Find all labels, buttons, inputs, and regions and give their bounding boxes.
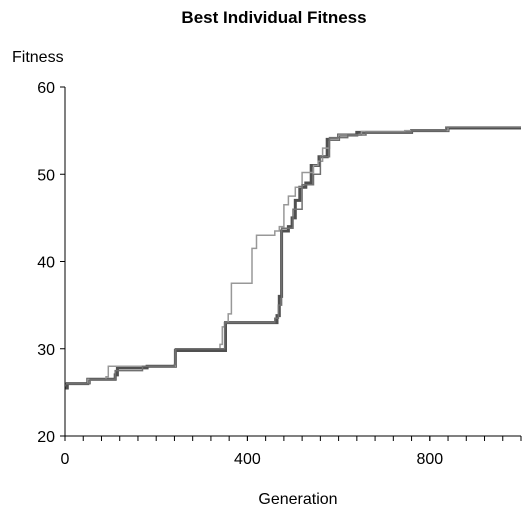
series-line-3 bbox=[65, 126, 521, 385]
plot-area: 0 400 800 20 30 40 50 60 bbox=[37, 80, 522, 468]
y-axis-label: Fitness bbox=[12, 49, 64, 66]
y-tick-label: 60 bbox=[37, 80, 55, 97]
y-tick-label: 40 bbox=[37, 255, 55, 272]
x-axis-label: Generation bbox=[258, 491, 337, 508]
x-ticks: 0 400 800 bbox=[61, 436, 443, 468]
series-line-1 bbox=[65, 126, 521, 390]
series-line-2 bbox=[65, 126, 521, 385]
x-tick-label: 800 bbox=[416, 451, 443, 468]
x-tick-label: 0 bbox=[61, 451, 70, 468]
series-layer bbox=[65, 126, 521, 390]
y-tick-label: 20 bbox=[37, 429, 55, 446]
y-tick-label: 30 bbox=[37, 342, 55, 359]
y-ticks: 20 30 40 50 60 bbox=[37, 80, 65, 446]
x-tick-label: 400 bbox=[234, 451, 261, 468]
x-minor-ticks bbox=[82, 436, 522, 441]
chart-title: Best Individual Fitness bbox=[181, 8, 366, 27]
y-tick-label: 50 bbox=[37, 167, 55, 184]
